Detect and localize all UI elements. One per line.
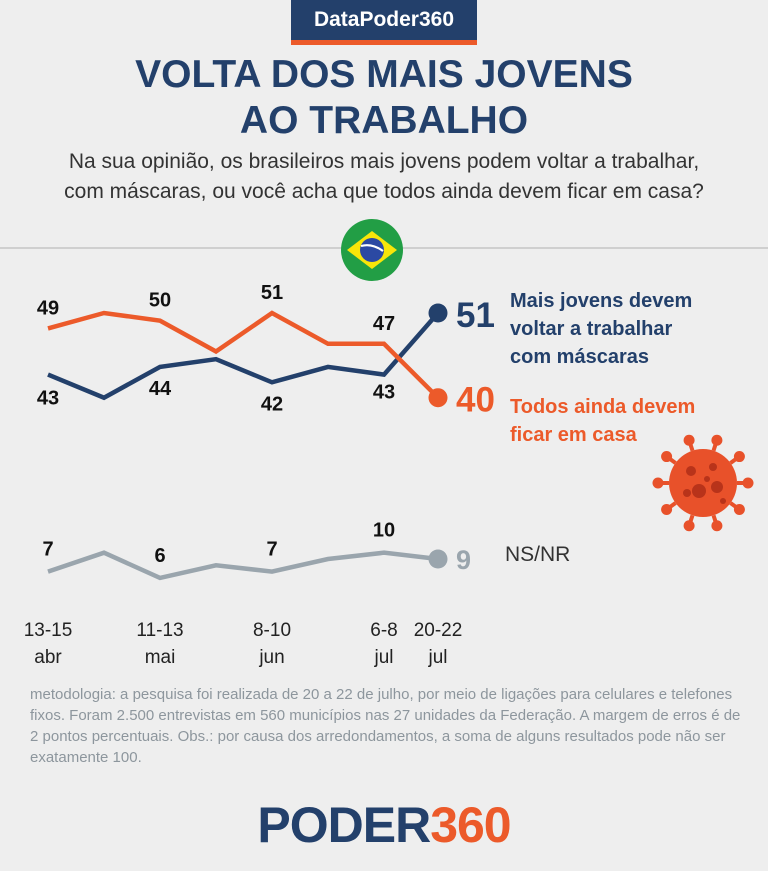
final-value-casa: 40 (456, 381, 495, 420)
series-line-casa (47, 310, 440, 400)
virus-knob-1 (733, 503, 745, 515)
data-label-casa-2: 51 (261, 282, 283, 304)
x-tick-4-line-2: jul (427, 647, 447, 668)
x-tick-0-line-1: 13-15 (24, 620, 73, 641)
x-tick-2-line-2: jun (258, 647, 284, 668)
logo-word: PODER (257, 797, 431, 853)
virus-knob-5 (652, 477, 664, 489)
virus-knob-0 (742, 477, 754, 489)
methodology-text: metodologia: a pesquisa foi realizada de… (30, 686, 741, 766)
virus-spot-0 (686, 466, 696, 476)
virus-knob-3 (683, 520, 695, 532)
virus-knob-7 (683, 434, 695, 446)
data-label-jovens-2: 42 (261, 393, 283, 415)
poder360-logo: PODER360 (0, 795, 768, 855)
series-name-casa-line-1: Todos ainda devem (510, 396, 695, 418)
series-jovens: 43 44 42 43 51 Mais jovens devem voltar a trab… (37, 290, 692, 415)
series-casa: 49 50 51 47 40 Todos ainda devem ficar em casa (37, 282, 695, 446)
data-label-jovens-1: 44 (149, 378, 172, 400)
virus-spot-5 (704, 476, 710, 482)
virus-spot-3 (692, 484, 706, 498)
x-tick-4-line-1: 20-22 (414, 620, 463, 641)
virus-body (669, 449, 737, 517)
data-label-nsnr-3: 10 (373, 520, 395, 542)
survey-question-line-2: com máscaras, ou você acha que todos ain… (64, 180, 704, 203)
series-name-nsnr: NS/NR (505, 543, 570, 566)
series-endpoint-jovens (428, 303, 448, 323)
data-label-nsnr-2: 7 (266, 539, 277, 561)
x-tick-0-line-2: abr (34, 647, 62, 668)
data-label-jovens-0: 43 (37, 388, 59, 410)
logo-number: 360 (430, 797, 511, 853)
series-endpoint-casa (428, 388, 448, 408)
series-name-casa-line-2: ficar em casa (510, 424, 638, 446)
virus-knob-6 (661, 451, 673, 463)
virus-knob-8 (711, 434, 723, 446)
methodology-note: metodologia: a pesquisa foi realizada de… (30, 684, 742, 768)
series-name-jovens-line-3: com máscaras (510, 346, 649, 368)
x-tick-3-line-2: jul (373, 647, 393, 668)
x-axis-labels: 13-15 abr 11-13 mai 8-10 jun 6-8 jul 20-22 jul (24, 620, 463, 668)
data-label-casa-0: 49 (37, 297, 59, 319)
x-tick-1-line-2: mai (145, 647, 176, 668)
brand-badge: DataPoder360 (291, 0, 477, 45)
series-name-jovens-line-2: voltar a trabalhar (510, 318, 673, 340)
virus-spot-6 (720, 498, 726, 504)
virus-spot-1 (709, 463, 717, 471)
series-line-nsnr (47, 550, 439, 581)
series-line-jovens (47, 311, 440, 401)
chart-title-line-1: VOLTA DOS MAIS JOVENS (135, 53, 633, 96)
data-label-casa-3: 47 (373, 313, 395, 335)
data-label-nsnr-1: 6 (154, 545, 165, 567)
flag-band (360, 244, 384, 252)
virus-knob-2 (711, 520, 723, 532)
x-tick-1-line-1: 11-13 (136, 620, 183, 641)
flag-globe (360, 238, 384, 262)
line-chart: 43 44 42 43 51 Mais jovens devem voltar a trab… (24, 219, 754, 668)
virus-knob-9 (733, 451, 745, 463)
data-label-jovens-3: 43 (373, 382, 395, 404)
virus-spot-4 (683, 489, 691, 497)
data-label-casa-1: 50 (149, 290, 171, 312)
data-label-nsnr-0: 7 (42, 539, 53, 561)
chart-title-line-2: AO TRABALHO (239, 99, 529, 142)
series-layer: 43 44 42 43 51 Mais jovens devem voltar a trab… (37, 282, 695, 581)
chart-title: VOLTA DOS MAIS JOVENS AO TRABALHO (0, 52, 768, 144)
series-nsnr: 7 6 7 10 9 NS/NR (42, 520, 570, 581)
x-tick-3-line-1: 6-8 (370, 620, 397, 641)
final-value-jovens: 51 (456, 296, 495, 335)
series-name-jovens-line-1: Mais jovens devem (510, 290, 692, 312)
final-value-nsnr: 9 (456, 545, 471, 575)
virus-knob-4 (661, 503, 673, 515)
virus-spot-2 (711, 481, 723, 493)
x-tick-2-line-1: 8-10 (253, 620, 291, 641)
survey-question: Na sua opinião, os brasileiros mais jove… (20, 147, 748, 207)
brazil-flag-icon (341, 219, 403, 281)
coronavirus-icon (652, 434, 754, 532)
series-endpoint-nsnr (428, 549, 448, 569)
survey-question-line-1: Na sua opinião, os brasileiros mais jove… (68, 150, 700, 173)
